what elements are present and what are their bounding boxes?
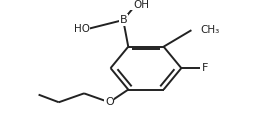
Text: F: F	[202, 63, 209, 73]
Text: CH₃: CH₃	[200, 25, 219, 35]
Text: O: O	[105, 97, 114, 107]
Text: OH: OH	[133, 0, 149, 10]
Text: HO: HO	[73, 24, 89, 34]
Text: B: B	[119, 15, 127, 25]
